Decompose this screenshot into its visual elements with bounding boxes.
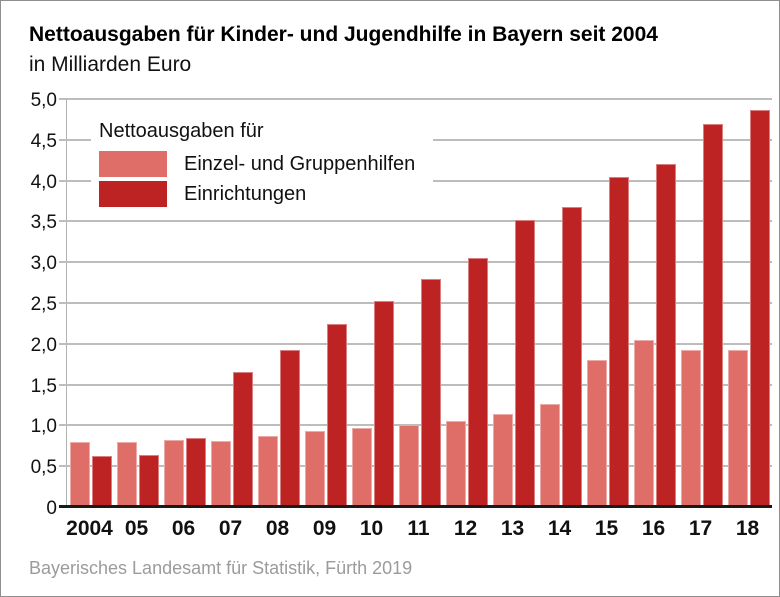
legend-swatch-einrichtungen	[99, 181, 167, 207]
bar-einzel-und-gruppenhilfen-08	[257, 436, 278, 507]
legend-swatch-einzel-und-gruppenhilfen	[99, 151, 167, 177]
y-tick-label-3,5: 3,5	[30, 212, 57, 234]
x-tick-label-07: 07	[218, 517, 243, 540]
x-tick-label-08: 08	[265, 517, 290, 540]
bar-group-15	[584, 99, 631, 507]
y-tick-label-0,5: 0,5	[30, 457, 57, 479]
bar-einzel-und-gruppenhilfen-13	[492, 414, 513, 507]
bar-group-12	[443, 99, 490, 507]
y-tick-label-1,5: 1,5	[30, 375, 57, 397]
bar-group-16	[631, 99, 678, 507]
legend-item-einrichtungen: Einrichtungen	[99, 181, 415, 207]
bar-group-2004	[67, 99, 114, 507]
chart-title: Nettoausgaben für Kinder- und Jugendhilf…	[29, 23, 658, 46]
x-tick-label-12: 12	[453, 517, 478, 540]
bar-group-07	[208, 99, 255, 507]
bar-group-13	[490, 99, 537, 507]
x-tick-label-17: 17	[688, 517, 713, 540]
legend-item-einzel-und-gruppenhilfen: Einzel- und Gruppenhilfen	[99, 151, 415, 177]
bar-einzel-und-gruppenhilfen-18	[727, 350, 748, 507]
gridline-1,0	[59, 424, 772, 427]
chart-subtitle: in Milliarden Euro	[29, 53, 192, 76]
bar-einrichtungen-18	[749, 109, 770, 507]
bar-einrichtungen-17	[702, 123, 723, 507]
bar-einzel-und-gruppenhilfen-10	[351, 427, 372, 507]
x-tick-label-10: 10	[359, 517, 384, 540]
gridline-2,5	[59, 302, 772, 304]
y-tick-label-0: 0	[46, 498, 57, 519]
bar-einrichtungen-05	[138, 454, 159, 507]
bar-einrichtungen-12	[467, 258, 488, 507]
bar-einrichtungen-14	[561, 206, 582, 507]
bar-einzel-und-gruppenhilfen-16	[633, 339, 654, 507]
bar-group-18	[725, 99, 772, 507]
x-axis-labels: 2004 05 06 07 08 09 10 11 12 13 14 15 16 17 18	[66, 517, 771, 541]
bar-einzel-und-gruppenhilfen-07	[210, 440, 231, 507]
x-tick-label-15: 15	[594, 517, 619, 540]
x-tick-label-06: 06	[171, 517, 196, 540]
bar-group-11	[396, 99, 443, 507]
bar-einrichtungen-06	[185, 437, 206, 507]
x-tick-label-13: 13	[500, 517, 525, 540]
bars-layer	[67, 99, 772, 507]
y-tick-label-2,0: 2,0	[30, 334, 57, 356]
y-tick-label-3,0: 3,0	[30, 253, 57, 275]
legend-label-einzel-und-gruppenhilfen: Einzel- und Gruppenhilfen	[184, 152, 416, 175]
bar-group-17	[678, 99, 725, 507]
gridline-5,0	[59, 98, 772, 100]
bar-group-09	[302, 99, 349, 507]
x-tick-label-16: 16	[641, 517, 666, 540]
bar-einrichtungen-16	[655, 163, 676, 507]
y-tick-label-4,0: 4,0	[30, 171, 57, 193]
bar-einzel-und-gruppenhilfen-14	[539, 404, 560, 507]
bar-group-10	[349, 99, 396, 507]
gridline-3,0	[59, 261, 772, 264]
bar-einzel-und-gruppenhilfen-17	[680, 350, 701, 507]
bar-einzel-und-gruppenhilfen-05	[116, 441, 137, 507]
bar-einzel-und-gruppenhilfen-15	[586, 360, 607, 507]
bar-einzel-und-gruppenhilfen-11	[398, 425, 419, 507]
bar-einzel-und-gruppenhilfen-2004	[69, 441, 90, 507]
x-tick-label-18: 18	[735, 517, 760, 540]
bar-einrichtungen-2004	[91, 455, 112, 507]
bar-einzel-und-gruppenhilfen-12	[445, 420, 466, 507]
bar-group-14	[537, 99, 584, 507]
bar-einrichtungen-08	[279, 349, 300, 507]
bar-einrichtungen-07	[232, 372, 253, 507]
bar-einrichtungen-13	[514, 219, 535, 507]
plot-area	[59, 98, 772, 508]
x-tick-label-09: 09	[312, 517, 337, 540]
y-tick-label-5,0: 5,0	[30, 90, 57, 111]
gridline-2,0	[59, 342, 772, 345]
bar-einrichtungen-09	[326, 324, 347, 507]
bar-einrichtungen-10	[373, 300, 394, 507]
legend-label-einrichtungen: Einrichtungen	[184, 182, 307, 205]
bar-einrichtungen-11	[420, 279, 441, 507]
bar-group-08	[255, 99, 302, 507]
x-tick-label-2004: 2004	[66, 517, 113, 540]
bar-group-05	[114, 99, 161, 507]
y-tick-label-1,0: 1,0	[30, 416, 57, 438]
x-axis-baseline	[59, 505, 772, 508]
y-tick-label-2,5: 2,5	[30, 294, 57, 315]
gridline-1,5	[59, 383, 772, 386]
bar-einzel-und-gruppenhilfen-09	[304, 431, 325, 507]
bar-einzel-und-gruppenhilfen-06	[163, 440, 184, 507]
x-tick-label-11: 11	[407, 517, 430, 540]
x-tick-label-14: 14	[547, 517, 572, 540]
source-attribution: Bayerisches Landesamt für Statistik, Für…	[29, 558, 413, 578]
legend: Nettoausgaben für Einzel- und Gruppenhil…	[91, 115, 434, 217]
gridline-3,5	[59, 220, 772, 223]
bar-einrichtungen-15	[608, 176, 629, 507]
bar-group-06	[161, 99, 208, 507]
y-tick-label-4,5: 4,5	[30, 130, 57, 152]
legend-title: Nettoausgaben für	[99, 120, 264, 142]
x-tick-label-05: 05	[124, 517, 149, 540]
